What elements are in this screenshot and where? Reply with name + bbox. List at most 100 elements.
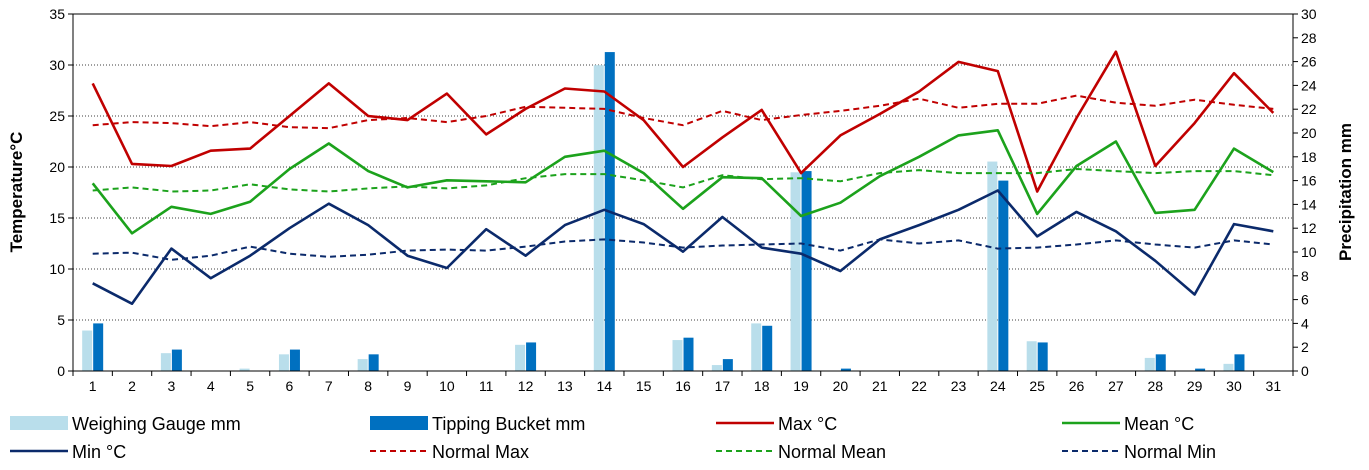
legend-item: Weighing Gauge mm [10, 414, 241, 434]
legend-item: Max °C [716, 414, 837, 434]
x-tick-label: 19 [793, 378, 809, 394]
x-tick-label: 24 [990, 378, 1006, 394]
y-right-tick-label: 18 [1301, 149, 1317, 165]
x-tick-label: 4 [207, 378, 215, 394]
bar [672, 340, 683, 371]
y-right-tick-label: 24 [1301, 77, 1317, 93]
bar [160, 353, 171, 371]
y-right-tick-label: 28 [1301, 30, 1317, 46]
y-left-tick-label: 30 [49, 57, 65, 73]
x-tick-label: 11 [479, 378, 494, 394]
x-tick-label: 3 [167, 378, 175, 394]
bar [239, 368, 250, 371]
x-tick-label: 13 [557, 378, 573, 394]
legend-item: Normal Mean [716, 442, 886, 462]
bar [840, 368, 851, 371]
y-right-tick-label: 0 [1301, 363, 1309, 379]
x-tick-label: 9 [404, 378, 412, 394]
x-tick-label: 25 [1029, 378, 1045, 394]
y-axis-right-title: Precipitation mm [1336, 123, 1355, 261]
x-tick-label: 31 [1266, 378, 1282, 394]
x-tick-label: 2 [128, 378, 136, 394]
x-tick-label: 26 [1069, 378, 1085, 394]
series-line [92, 189, 1274, 306]
legend-item: Normal Max [370, 442, 529, 462]
series-line [91, 129, 1274, 235]
y-right-tick-label: 10 [1301, 244, 1317, 260]
bar [593, 65, 604, 372]
y-right-tick-label: 26 [1301, 54, 1317, 70]
bar [1195, 368, 1206, 371]
x-tick-label: 14 [597, 378, 613, 394]
x-tick-label: 28 [1147, 378, 1163, 394]
bar [82, 330, 93, 371]
legend-label: Normal Max [432, 442, 529, 462]
legend-item: Mean °C [1062, 414, 1194, 434]
series-line [92, 94, 1274, 130]
y-left-tick-label: 15 [49, 210, 65, 226]
bar [987, 161, 998, 371]
legend-item: Tipping Bucket mm [370, 414, 585, 434]
x-tick-label: 15 [636, 378, 652, 394]
y-right-tick-label: 14 [1301, 196, 1317, 212]
series-line [91, 50, 1275, 193]
legend-label: Normal Mean [778, 442, 886, 462]
y-left-tick-label: 35 [49, 6, 65, 22]
y-right-tick-label: 8 [1301, 268, 1309, 284]
bar [790, 172, 801, 371]
bar [1223, 363, 1234, 371]
y-right-tick-label: 6 [1301, 292, 1309, 308]
x-tick-label: 20 [833, 378, 849, 394]
bar [683, 337, 694, 371]
x-tick-label: 30 [1226, 378, 1242, 394]
y-right-tick-label: 22 [1301, 101, 1317, 117]
bar [722, 359, 733, 371]
y-right-tick-label: 30 [1301, 6, 1317, 22]
bar [762, 325, 773, 371]
bar [751, 323, 762, 371]
x-tick-label: 1 [89, 378, 97, 394]
legend-label: Min °C [72, 442, 126, 462]
bar [289, 349, 300, 371]
bar [711, 365, 722, 371]
legend: Weighing Gauge mm Tipping Bucket mm Max °C… [10, 414, 1216, 462]
bar [801, 171, 812, 371]
x-tick-label: 7 [325, 378, 333, 394]
bar [278, 354, 289, 371]
line-series [91, 50, 1275, 306]
bar [368, 354, 379, 371]
bar [1155, 354, 1166, 371]
x-tick-label: 5 [246, 378, 254, 394]
series-line [92, 168, 1274, 193]
legend-swatch [10, 416, 68, 430]
bar [93, 323, 104, 371]
x-tick-label: 10 [439, 378, 455, 394]
legend-label: Weighing Gauge mm [72, 414, 241, 434]
legend-item: Min °C [10, 442, 126, 462]
axis-ticks: 0510152025303502468101214161820222426283… [49, 6, 1316, 394]
x-tick-label: 16 [675, 378, 691, 394]
y-right-tick-label: 2 [1301, 339, 1309, 355]
x-tick-label: 29 [1187, 378, 1203, 394]
legend-label: Normal Min [1124, 442, 1216, 462]
bar-series [82, 52, 1245, 372]
gridlines [73, 64, 1293, 321]
x-tick-label: 22 [911, 378, 927, 394]
bar [171, 349, 182, 371]
y-axis-left-title: Temperature°C [7, 132, 26, 253]
bar [526, 342, 537, 371]
series-line [92, 238, 1274, 261]
x-tick-label: 21 [872, 378, 888, 394]
x-tick-label: 17 [715, 378, 731, 394]
bar [1144, 357, 1155, 371]
legend-label: Max °C [778, 414, 837, 434]
bar [1026, 341, 1037, 371]
x-tick-label: 23 [951, 378, 967, 394]
bar [1234, 354, 1245, 371]
legend-label: Tipping Bucket mm [432, 414, 585, 434]
bar [515, 344, 526, 371]
x-tick-label: 6 [286, 378, 294, 394]
legend-swatch [370, 416, 428, 430]
y-left-tick-label: 20 [49, 159, 65, 175]
y-right-tick-label: 4 [1301, 315, 1309, 331]
